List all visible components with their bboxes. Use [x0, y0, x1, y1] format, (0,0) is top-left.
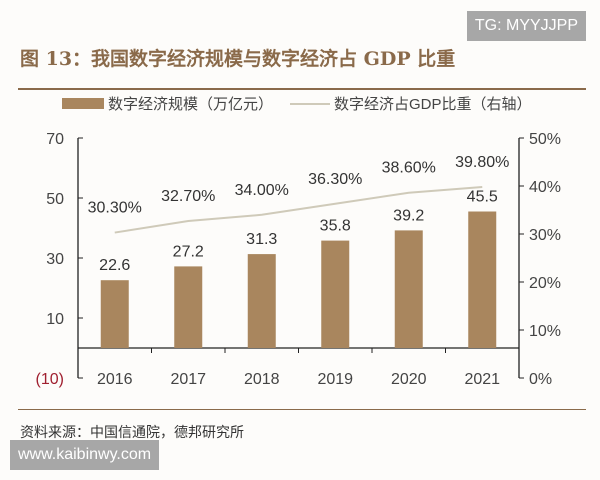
left-tick-label: (10): [36, 371, 64, 388]
divider: [18, 409, 586, 410]
line-series: [114, 185, 483, 234]
legend-bar-swatch: [62, 98, 104, 109]
watermark-bottom: www.kaibinwy.com: [10, 440, 160, 470]
right-tick-label: 0%: [529, 371, 552, 388]
line-label: 39.80%: [455, 154, 509, 171]
x-tick-label: 2021: [464, 371, 500, 388]
x-tick-label: 2016: [97, 371, 133, 388]
right-tick-label: 30%: [529, 227, 561, 244]
x-tick-label: 2019: [317, 371, 353, 388]
legend-line-label: 数字经济占GDP比重（右轴）: [334, 96, 532, 113]
right-tick-label: 20%: [529, 275, 561, 292]
chart-svg: 数字经济规模（万亿元） 数字经济占GDP比重（右轴） 70 50 30 10 (10) 50%…: [36, 96, 561, 388]
line-label: 38.60%: [382, 160, 436, 177]
bar: [247, 254, 276, 348]
left-tick-label: 70: [46, 131, 64, 148]
bar: [174, 266, 203, 348]
divider: [18, 88, 586, 90]
bar: [468, 211, 497, 348]
x-tick-label: 2017: [170, 371, 206, 388]
bar-label: 22.6: [99, 257, 130, 274]
left-tick-label: 50: [46, 191, 64, 208]
bar: [321, 240, 350, 348]
source-note: 资料来源：中国信通院，德邦研究所: [20, 425, 244, 441]
bar-label: 35.8: [320, 218, 351, 235]
line-label: 36.30%: [308, 171, 362, 188]
line-label: 30.30%: [88, 200, 142, 217]
right-tick-label: 40%: [529, 179, 561, 196]
bar-label: 31.3: [246, 231, 277, 248]
line-label: 32.70%: [161, 188, 215, 205]
watermark-top: TG: MYYJJPP: [466, 11, 586, 41]
left-tick-label: 10: [46, 311, 64, 328]
x-tick-label: 2020: [391, 371, 427, 388]
line-label: 34.00%: [235, 182, 289, 199]
chart-title: 图 13：我国数字经济规模与数字经济占 GDP 比重: [20, 48, 456, 70]
right-tick-label: 10%: [529, 323, 561, 340]
bar: [394, 230, 423, 348]
legend-bar-label: 数字经济规模（万亿元）: [108, 96, 273, 113]
bar-label: 27.2: [173, 243, 204, 260]
x-tick-label: 2018: [244, 371, 280, 388]
left-tick-label: 30: [46, 251, 64, 268]
right-tick-label: 50%: [529, 131, 561, 148]
bar: [100, 280, 129, 348]
bar-label: 39.2: [393, 207, 424, 224]
bar-label: 45.5: [467, 189, 498, 206]
